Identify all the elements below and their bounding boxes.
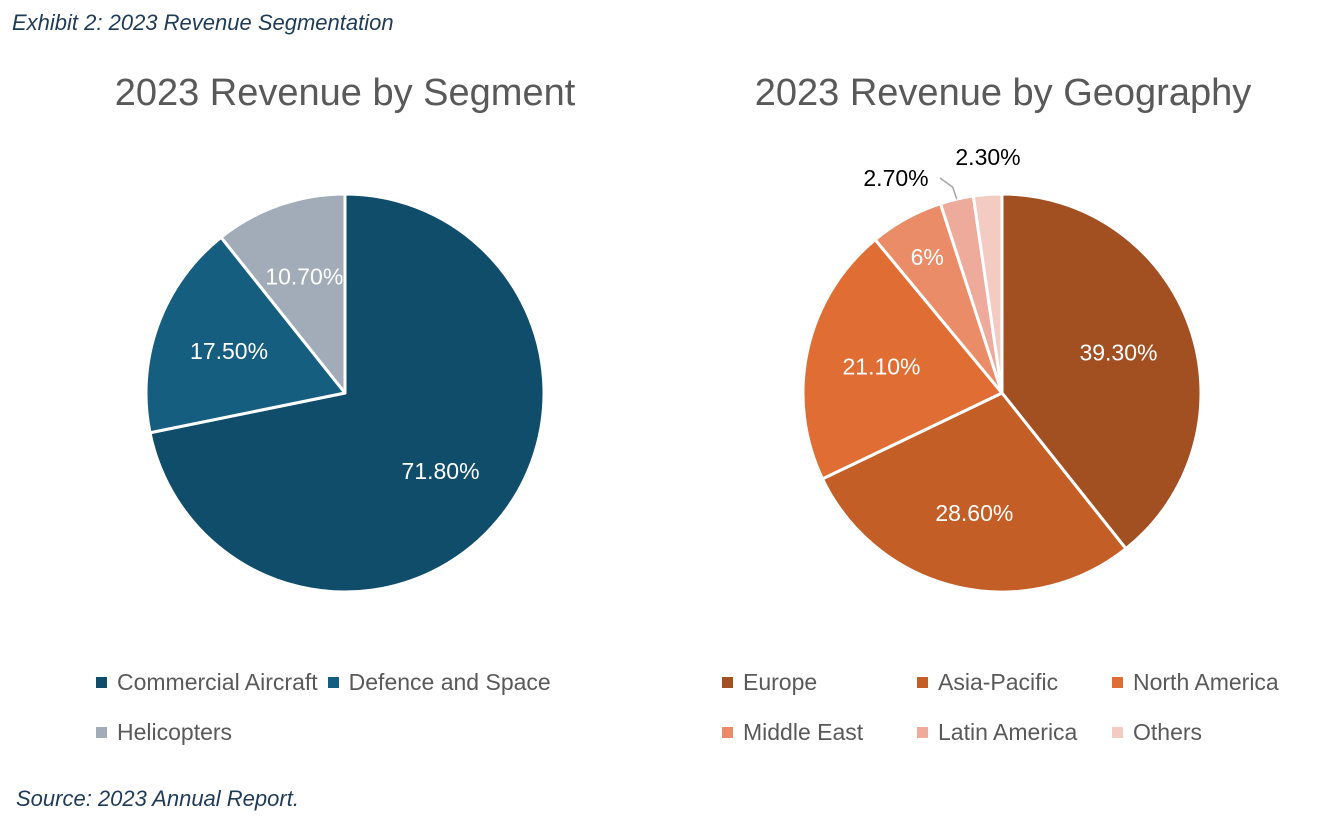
legend-label-north-america: North America xyxy=(1133,668,1279,695)
legend-label-defence-and-space: Defence and Space xyxy=(348,668,551,695)
pie-slice-helicopters xyxy=(219,192,347,395)
legend-item-asia-pacific: Asia-Pacific xyxy=(917,664,1112,700)
data-label-middle-east: 6% xyxy=(911,244,944,270)
legend-label-europe: Europe xyxy=(743,668,818,695)
legend-swatch-europe xyxy=(722,676,733,688)
pie-slice-europe xyxy=(1000,192,1203,551)
exhibit-title: Exhibit 2: 2023 Revenue Segmentation xyxy=(12,10,394,35)
data-label-latin-america: 2.70% xyxy=(863,165,928,191)
pie-slice-commercial-aircraft xyxy=(148,192,546,594)
legend-swatch-commercial-aircraft xyxy=(96,676,107,688)
leader-line-latin-america xyxy=(939,177,958,200)
legend-label-asia-pacific: Asia-Pacific xyxy=(938,668,1059,695)
legend-swatch-defence-and-space xyxy=(327,676,339,688)
pie-slice-north-america xyxy=(801,238,1004,481)
legend-swatch-others xyxy=(1112,726,1123,738)
segment-pie: 71.80% 17.50% 10.70% xyxy=(144,192,546,594)
geography-pie: 39.30% 28.60% 21.10% 6% 2.70% 2.30% xyxy=(801,144,1203,594)
legend-item-north-america: North America xyxy=(1112,664,1279,700)
legend-swatch-middle-east xyxy=(722,726,733,738)
data-label-others: 2.30% xyxy=(955,144,1020,170)
data-label-defence-and-space: 17.50% xyxy=(190,338,268,364)
legend-item-latin-america: Latin America xyxy=(917,714,1112,750)
data-label-helicopters: 10.70% xyxy=(265,264,343,290)
geography-chart-title: 2023 Revenue by Geography xyxy=(754,72,1252,114)
legend-swatch-latin-america xyxy=(917,726,928,738)
legend-label-commercial-aircraft: Commercial Aircraft xyxy=(117,668,318,695)
legend-label-middle-east: Middle East xyxy=(743,718,864,745)
data-label-asia-pacific: 28.60% xyxy=(935,500,1013,526)
legend-label-latin-america: Latin America xyxy=(938,718,1078,745)
geography-legend: Europe Asia-Pacific North America Middle Ea… xyxy=(722,664,1279,750)
legend-item-helicopters: Helicopters xyxy=(96,714,318,750)
legend-item-commercial-aircraft: Commercial Aircraft xyxy=(96,664,318,700)
legend-label-others: Others xyxy=(1133,718,1203,745)
legend-swatch-helicopters xyxy=(96,726,107,738)
pie-slice-others xyxy=(971,192,1004,395)
data-label-north-america: 21.10% xyxy=(842,353,920,379)
source-note: Source: 2023 Annual Report. xyxy=(16,786,299,811)
data-label-commercial-aircraft: 71.80% xyxy=(402,458,480,484)
legend-swatch-north-america xyxy=(1112,676,1123,688)
legend-item-others: Others xyxy=(1112,714,1279,750)
legend-item-europe: Europe xyxy=(722,664,917,700)
data-label-europe: 39.30% xyxy=(1079,339,1157,365)
legend-swatch-asia-pacific xyxy=(917,676,928,688)
legend-item-defence-and-space: Defence and Space xyxy=(327,664,551,700)
segment-chart-title: 2023 Revenue by Segment xyxy=(114,72,576,114)
segment-legend: Commercial Aircraft Defence and Space Heli… xyxy=(96,664,551,750)
legend-label-helicopters: Helicopters xyxy=(117,718,233,745)
pie-slice-defence-and-space xyxy=(144,235,347,435)
legend-item-middle-east: Middle East xyxy=(722,714,917,750)
